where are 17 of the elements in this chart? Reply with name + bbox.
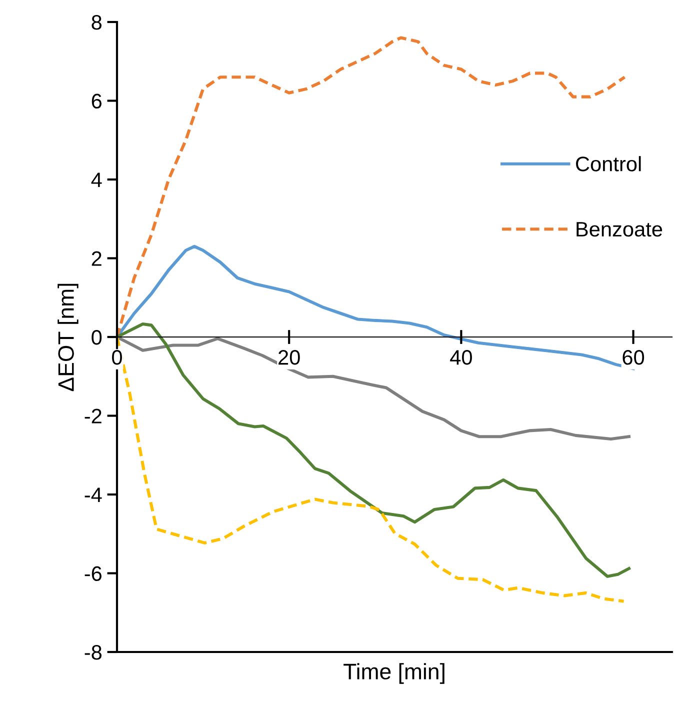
y-tick-label: 2 [92, 251, 102, 266]
y-tick-label: 8 [92, 15, 102, 30]
x-tick-label: 0 [112, 350, 122, 365]
y-tick-label: 4 [91, 172, 102, 188]
y-tick-label: 0 [92, 330, 102, 345]
legend-label: Control [576, 156, 641, 172]
x-axis-title: Time [min] [344, 663, 444, 684]
x-tick-label: 60 [622, 350, 644, 365]
y-tick-label: 6 [92, 94, 102, 109]
y-axis-title: ΔEOT [nm] [58, 284, 78, 392]
y-tick-label: -6 [84, 566, 102, 582]
x-tick-label: 40 [450, 350, 472, 365]
y-tick-label: -8 [84, 645, 102, 660]
legend-label: Benzoate [576, 222, 662, 237]
y-tick-label: -2 [84, 408, 102, 424]
x-tick-label: 20 [278, 350, 300, 365]
y-tick-label: -4 [84, 488, 102, 502]
